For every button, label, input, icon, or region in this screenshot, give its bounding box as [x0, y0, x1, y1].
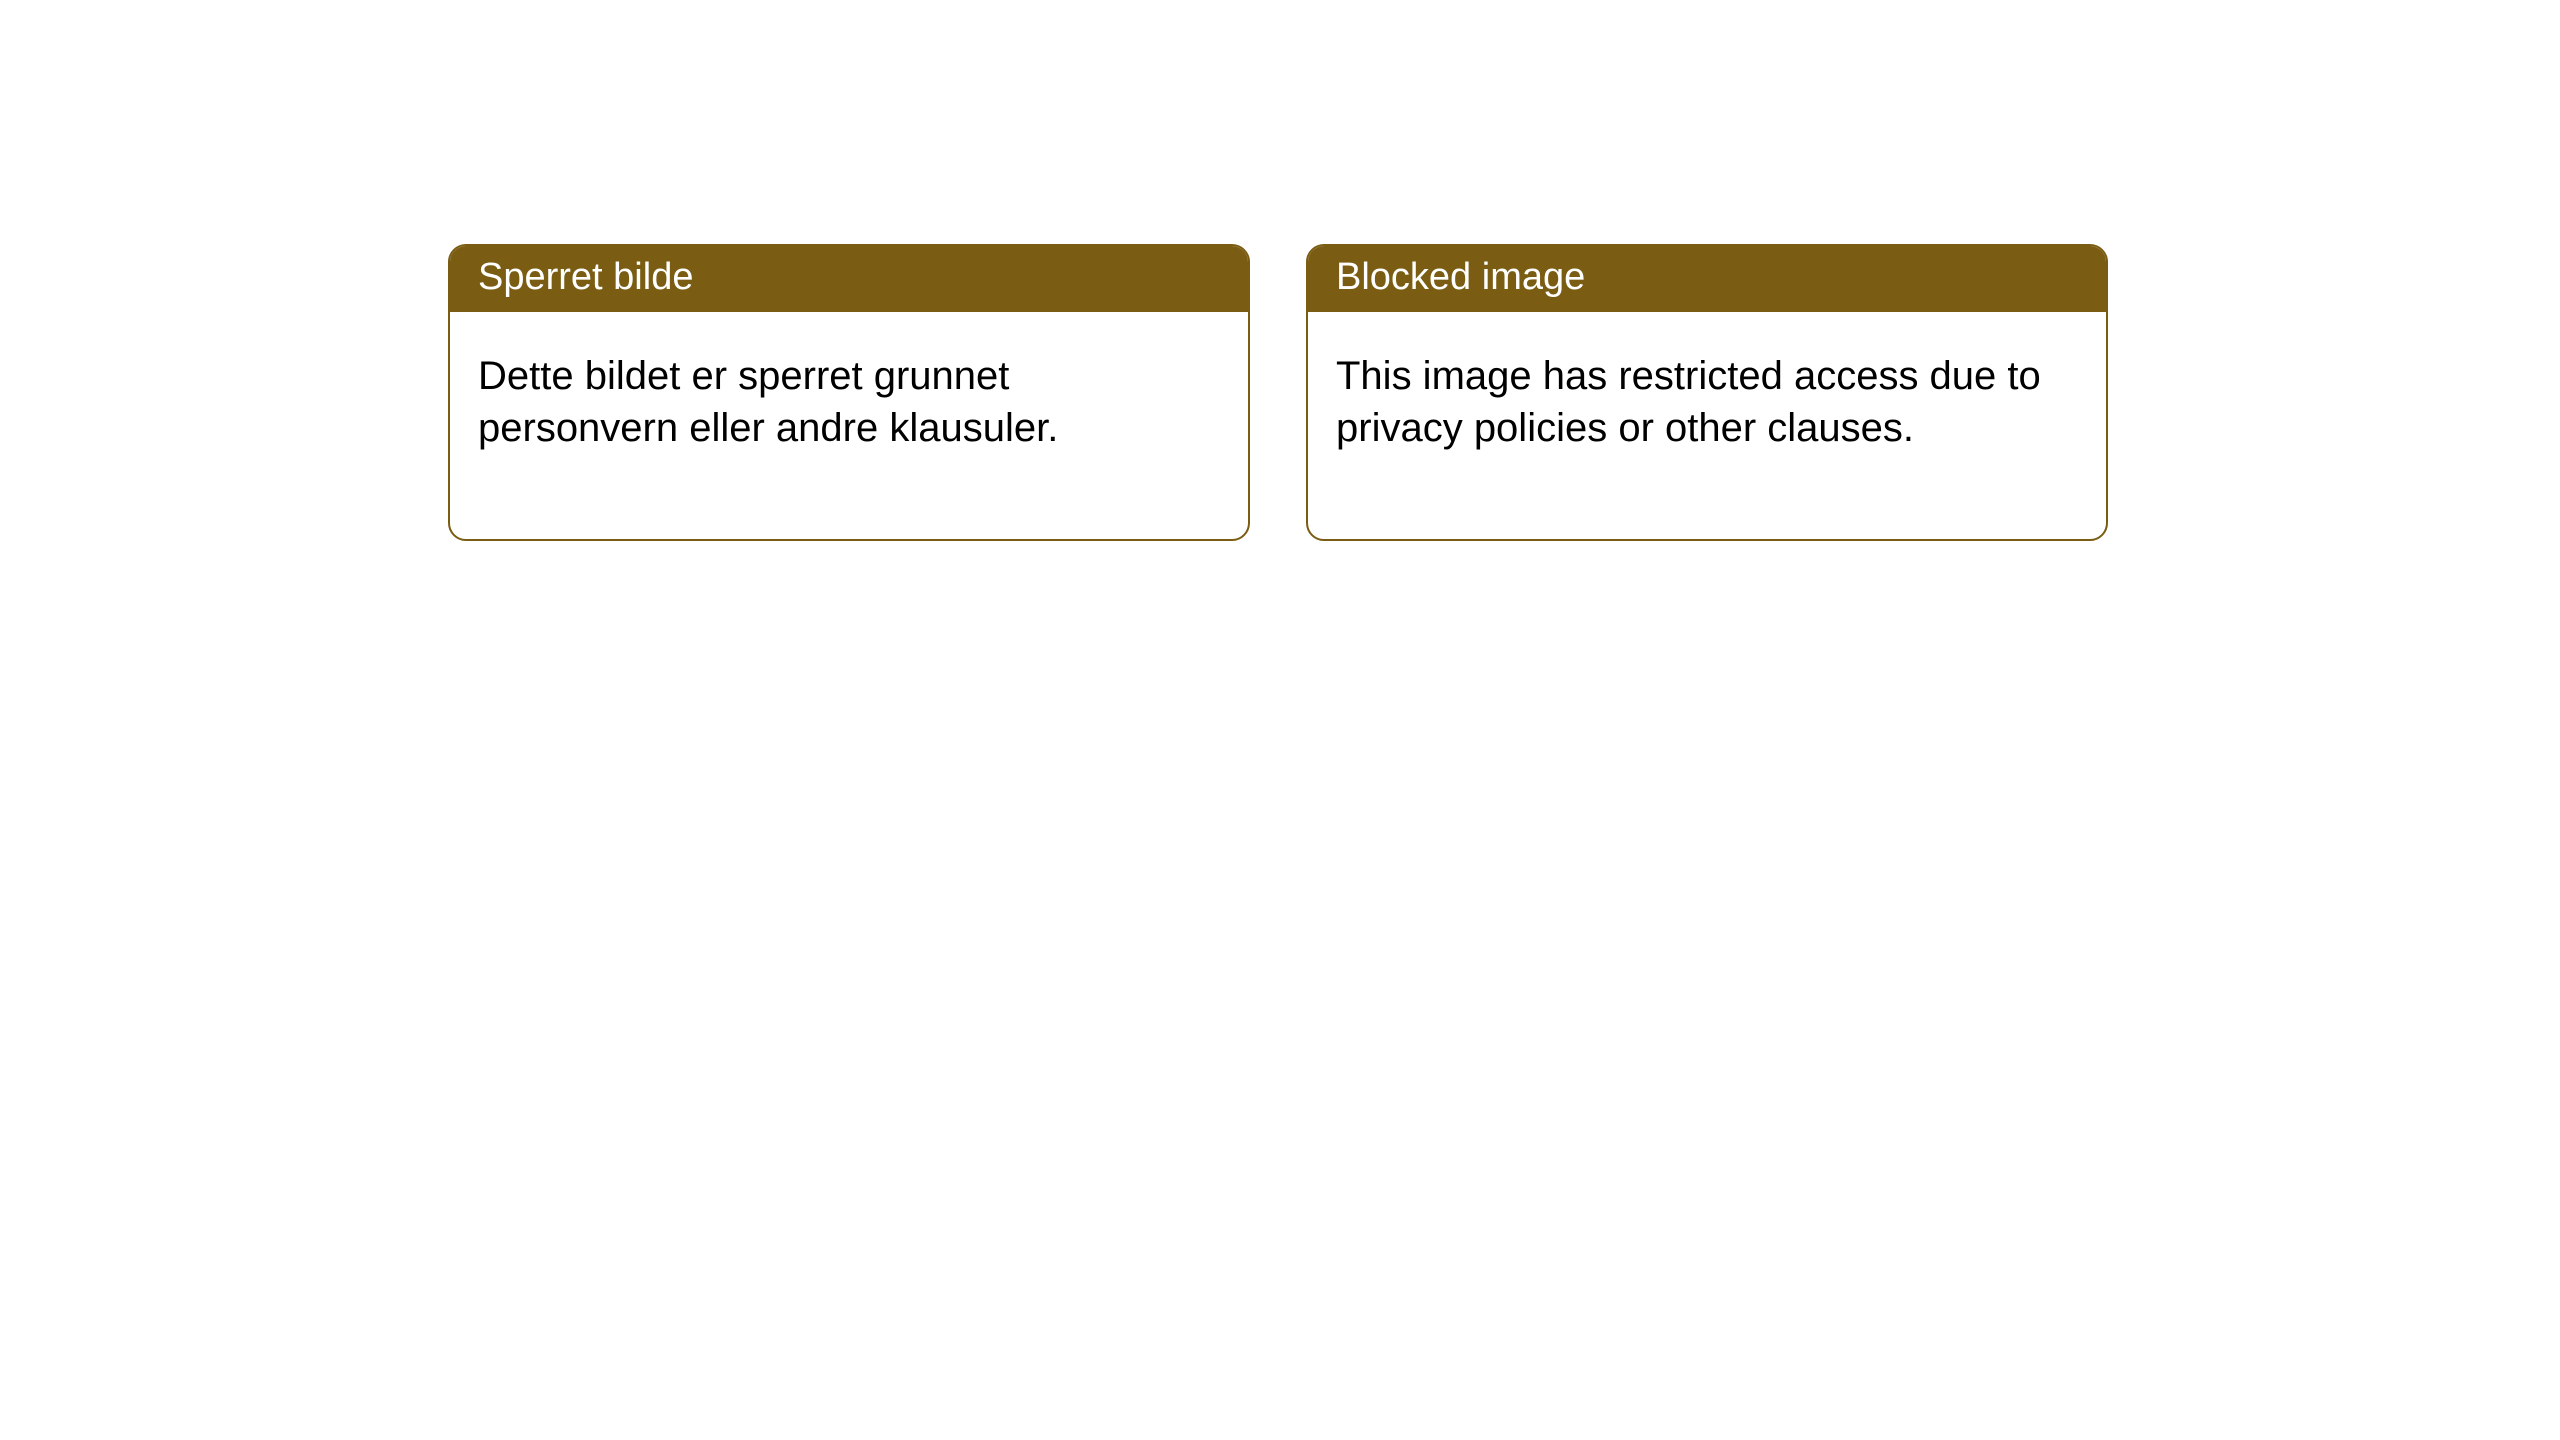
notice-card-english: Blocked image This image has restricted … [1306, 244, 2108, 541]
notice-card-title: Blocked image [1308, 246, 2106, 312]
notice-card-body: Dette bildet er sperret grunnet personve… [450, 312, 1248, 540]
notice-card-body: This image has restricted access due to … [1308, 312, 2106, 540]
notice-card-norwegian: Sperret bilde Dette bildet er sperret gr… [448, 244, 1250, 541]
notice-container: Sperret bilde Dette bildet er sperret gr… [448, 244, 2108, 541]
notice-card-title: Sperret bilde [450, 246, 1248, 312]
